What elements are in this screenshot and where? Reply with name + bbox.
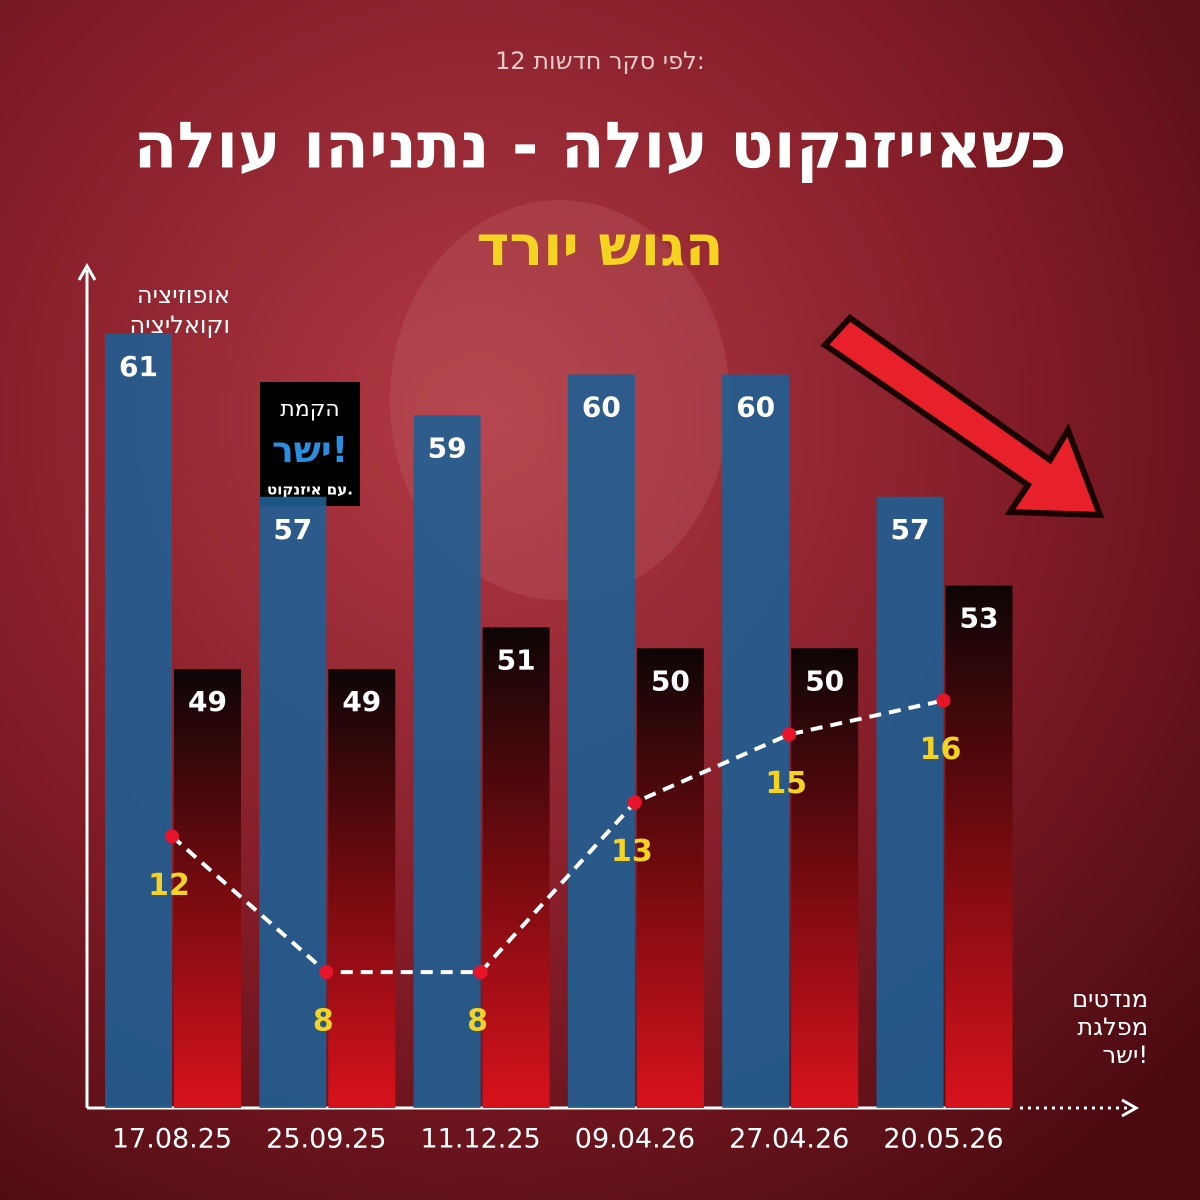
y-arrowhead: [77, 262, 97, 281]
bar: [328, 669, 396, 1108]
line-point: [936, 693, 951, 708]
line: [170, 698, 944, 975]
value-label: 61: [119, 350, 158, 383]
line-point: [782, 727, 797, 742]
value-label: 49: [342, 685, 381, 718]
trend-arrow: [820, 314, 1105, 519]
value-label: 57: [273, 513, 312, 546]
value-label: 60: [736, 391, 775, 424]
note: לפי סקר חדשות 12:: [495, 47, 705, 75]
value-label: 53: [960, 602, 999, 635]
line-point: [473, 965, 488, 980]
x-tick-label: 20.05.26: [883, 1124, 1003, 1155]
value-label: 50: [805, 664, 844, 697]
bar: [105, 333, 172, 1108]
x-tick-label: 09.04.26: [575, 1124, 695, 1155]
logo-line: עם איזנקוט.: [267, 481, 353, 499]
x-tick-label: 17.08.25: [112, 1124, 232, 1155]
value-label: 57: [891, 513, 930, 546]
x-tick-label: 11.12.25: [420, 1124, 540, 1155]
bar: [259, 496, 327, 1108]
bar: [413, 415, 481, 1108]
bar: [876, 496, 944, 1108]
series-label-line: ישר!: [1102, 1041, 1148, 1069]
value-label: 59: [428, 431, 467, 464]
line-point: [627, 795, 642, 810]
series-label: מנדטים מפלגת ישר!: [1072, 985, 1148, 1069]
bar: [482, 627, 550, 1108]
bar: [174, 669, 241, 1108]
line-point: [319, 965, 334, 980]
x-tick-label: 25.09.25: [266, 1124, 386, 1155]
logo-line: ישר!: [272, 430, 348, 471]
line-value-label: 8: [467, 1004, 488, 1039]
y-label-line: אופוזיציה: [137, 281, 230, 309]
line-value-label: 16: [920, 732, 962, 767]
logo-box: [260, 382, 360, 506]
value-label: 60: [582, 391, 621, 424]
line-point: [165, 829, 179, 844]
line-value-label: 15: [765, 766, 807, 801]
x-tick-label: 27.04.26: [729, 1124, 849, 1155]
series-label-line: מפלגת: [1077, 1013, 1148, 1041]
subtitle: הגוש יורד: [476, 214, 723, 279]
chart-title: כשאייזנקוט עולה - נתניהו עולה: [134, 110, 1067, 184]
bar: [791, 648, 859, 1108]
line-value-label: 12: [148, 868, 190, 903]
value-label: 50: [651, 664, 690, 697]
bar: [722, 374, 790, 1108]
line-value-label: 13: [611, 834, 653, 869]
bar: [567, 374, 635, 1108]
value-label: 49: [188, 685, 227, 718]
x-arrowhead: [1121, 1098, 1140, 1118]
logo-line: הקמת: [280, 397, 339, 422]
series-label-line: מנדטים: [1072, 985, 1148, 1013]
bar: [945, 585, 1013, 1108]
value-label: 51: [497, 643, 536, 676]
line-value-label: 8: [313, 1004, 334, 1039]
bar: [636, 648, 704, 1108]
